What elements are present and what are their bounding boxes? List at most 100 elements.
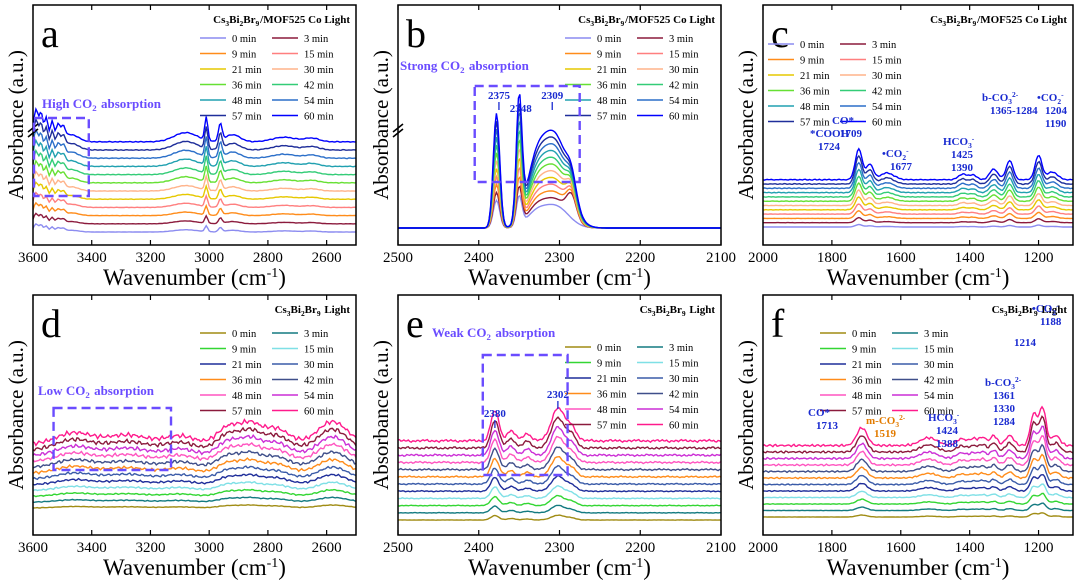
- series-line-9-min: [33, 488, 356, 498]
- panel-letter: b: [406, 11, 426, 56]
- legend-label: 3 min: [872, 40, 897, 51]
- legend-label: 0 min: [852, 329, 877, 340]
- series-line-0-min: [763, 223, 1073, 228]
- legend-label: 60 min: [669, 112, 699, 123]
- x-tick-label: 2100: [706, 250, 736, 266]
- annotation-label: b-CO32-: [982, 90, 1019, 106]
- series-line-21-min: [763, 473, 1073, 493]
- annotation-value: 1204: [1045, 105, 1068, 117]
- annotation-value: 1425: [951, 149, 974, 161]
- legend-label: 30 min: [304, 65, 334, 76]
- series-line-48-min: [763, 434, 1073, 467]
- annotation-value: 1713: [816, 420, 839, 432]
- y-axis-title: Absorbance (a.u.): [734, 50, 758, 200]
- x-axis-title: Wavenumber (cm-1): [827, 555, 1010, 580]
- legend-label: 9 min: [800, 56, 825, 67]
- x-axis-title: Wavenumber (cm-1): [103, 265, 286, 290]
- annotation-value: 1330: [993, 403, 1016, 415]
- annotation-label: CO*: [832, 115, 855, 127]
- legend-label: 36 min: [597, 390, 627, 401]
- annotation-value: 1677: [890, 161, 913, 173]
- legend-label: 9 min: [232, 50, 257, 61]
- x-tick-label: 2600: [312, 250, 342, 266]
- legend-label: 0 min: [232, 34, 257, 45]
- legend-label: 48 min: [232, 96, 262, 107]
- legend-label: 42 min: [304, 376, 334, 387]
- legend-label: 36 min: [597, 81, 627, 92]
- series-line-57-min: [33, 117, 356, 152]
- series-line-36-min: [763, 182, 1073, 203]
- annotation-label: 1214: [1014, 337, 1037, 349]
- legend-label: 9 min: [852, 345, 877, 356]
- series-group: [763, 147, 1073, 228]
- annotation-value: 1190: [1045, 118, 1067, 130]
- legend-label: 36 min: [800, 87, 830, 98]
- annotation-value: 1365-1284: [990, 105, 1038, 117]
- series-line-0-min: [33, 504, 356, 509]
- series-line-0-min: [763, 512, 1073, 518]
- series-line-21-min: [33, 473, 356, 486]
- series-line-42-min: [763, 175, 1073, 199]
- legend-label: 21 min: [232, 360, 262, 371]
- x-tick-label: 3400: [77, 540, 107, 556]
- annotation-label: m-CO32-: [866, 413, 906, 429]
- legend-label: 15 min: [669, 50, 699, 61]
- legend-label: 54 min: [304, 96, 334, 107]
- legend-label: 57 min: [232, 407, 262, 418]
- annotation-label: HCO3-: [928, 410, 960, 426]
- y-axis-title: Absorbance (a.u.): [4, 50, 28, 200]
- x-tick-label: 3200: [135, 250, 165, 266]
- legend-label: 42 min: [669, 390, 699, 401]
- series-line-15-min: [398, 484, 721, 500]
- annotation-label: Strong CO2 absorption: [400, 58, 530, 75]
- series-line-15-min: [398, 166, 721, 229]
- series-group: [398, 94, 721, 229]
- series-line-3-min: [398, 504, 721, 514]
- y-axis-title: Absorbance (a.u.): [4, 340, 28, 490]
- x-tick-label: 1600: [886, 250, 916, 266]
- series-line-57-min: [398, 416, 721, 450]
- legend-label: 0 min: [597, 34, 622, 45]
- legend-label: 48 min: [232, 391, 262, 402]
- legend-label: 60 min: [924, 407, 954, 418]
- annotation-value: 1390: [951, 162, 974, 174]
- panel-letter: f: [771, 301, 785, 346]
- series-line-15-min: [33, 481, 356, 492]
- series-line-48-min: [33, 138, 356, 168]
- x-tick-label: 1400: [955, 540, 985, 556]
- legend-label: 42 min: [304, 81, 334, 92]
- legend-label: 3 min: [304, 329, 329, 340]
- x-tick-label: 2000: [748, 250, 778, 266]
- series-line-30-min: [33, 170, 356, 192]
- panel-e: 2500 2400 2300 2200 2100 Wavenumber (cm-1) Abs…: [369, 294, 736, 580]
- panel-title: Cs3Bi2Br9 Light: [640, 304, 716, 318]
- legend-label: 21 min: [597, 374, 627, 385]
- legend-label: 60 min: [304, 112, 334, 123]
- series-line-60-min: [33, 418, 356, 447]
- x-tick-label: 2600: [312, 540, 342, 556]
- series-line-60-min: [763, 147, 1073, 182]
- annotation-label: High CO2 absorption: [42, 96, 162, 113]
- legend-label: 36 min: [852, 376, 882, 387]
- series-line-36-min: [763, 453, 1073, 480]
- legend-label: 48 min: [800, 102, 830, 113]
- series-line-36-min: [33, 457, 356, 475]
- series-line-21-min: [398, 474, 721, 493]
- legend-label: 3 min: [304, 34, 329, 45]
- legend-label: 15 min: [669, 359, 699, 370]
- legend-label: 36 min: [232, 81, 262, 92]
- annotation-value: 1361: [993, 390, 1015, 402]
- legend-label: 0 min: [800, 40, 825, 51]
- x-tick-label: 2200: [625, 250, 655, 266]
- series-line-36-min: [398, 138, 721, 229]
- annotation-value: 1519: [874, 428, 897, 440]
- series-line-57-min: [763, 154, 1073, 186]
- x-tick-label: 2400: [464, 250, 494, 266]
- legend-label: 57 min: [597, 421, 627, 432]
- series-line-57-min: [33, 426, 356, 452]
- x-tick-label: 3600: [18, 250, 48, 266]
- legend-label: 60 min: [669, 421, 699, 432]
- series-group: [398, 406, 721, 521]
- x-tick-label: 2800: [253, 540, 283, 556]
- legend-label: 0 min: [597, 343, 622, 354]
